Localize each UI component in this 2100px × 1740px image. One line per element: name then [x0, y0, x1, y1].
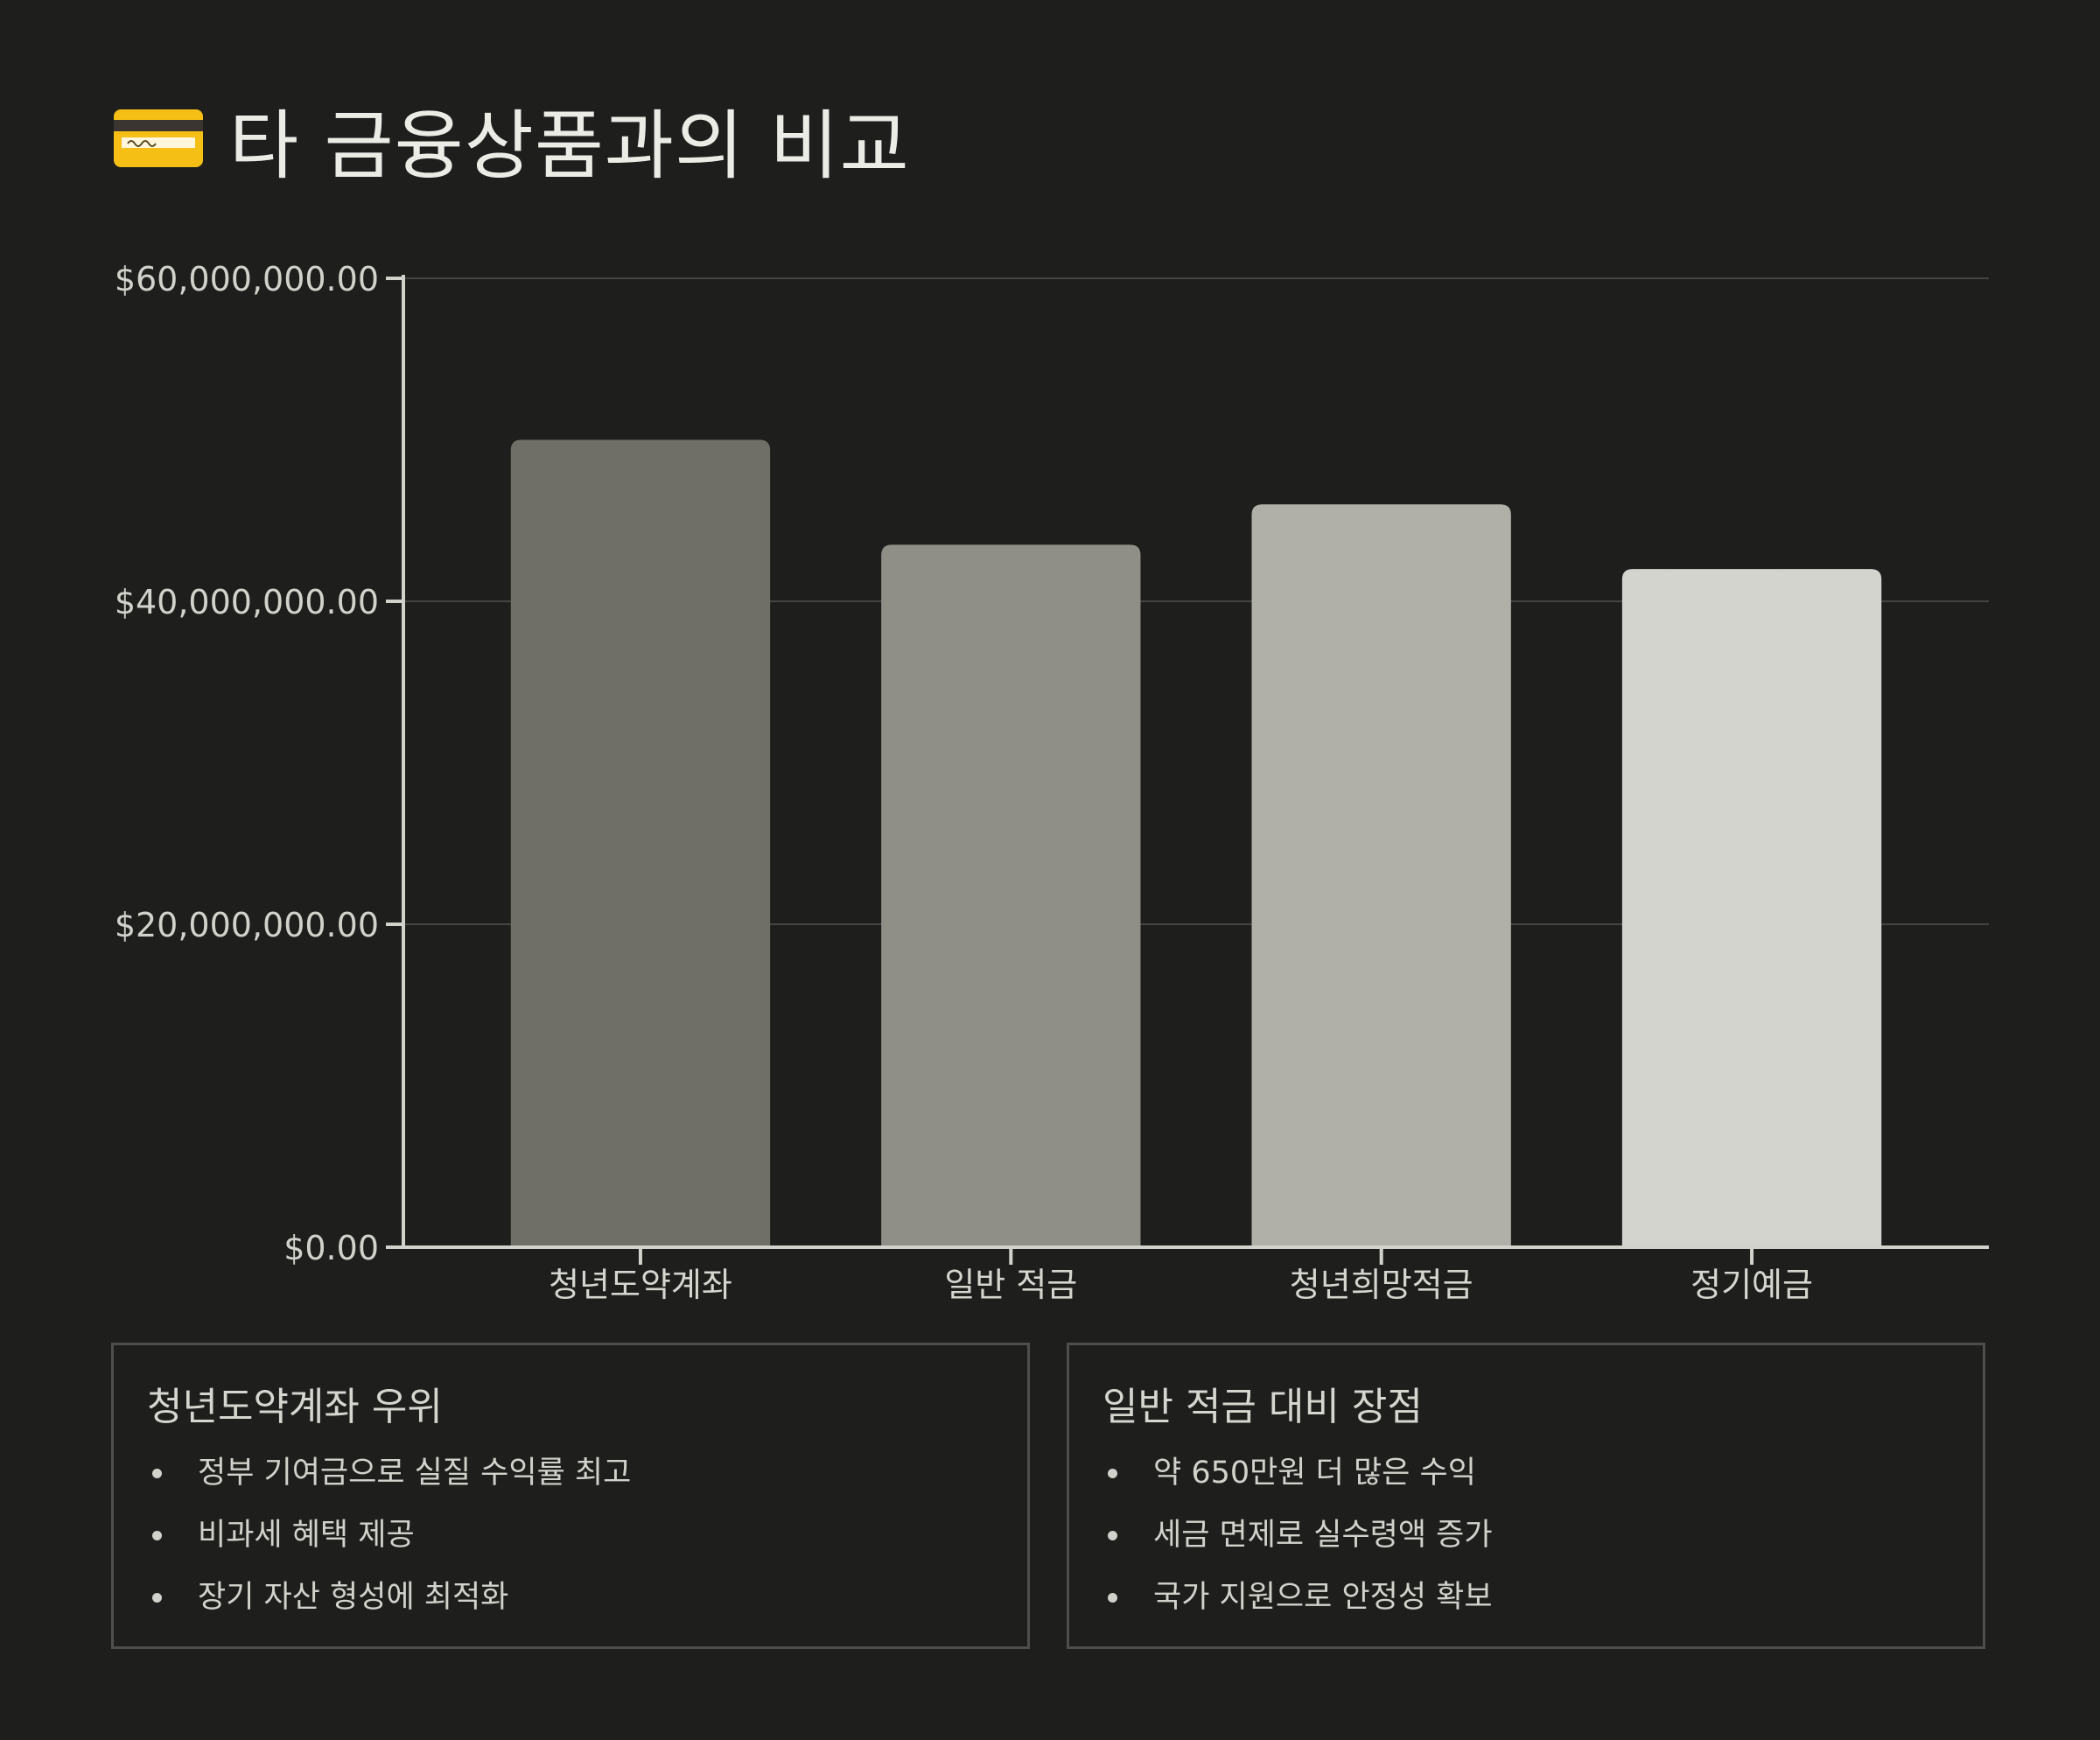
list-item: 비과세 혜택 제공	[147, 1509, 994, 1571]
bullet-list: 정부 기여금으로 실질 수익률 최고 비과세 혜택 제공 장기 자산 형성에 최…	[147, 1447, 994, 1633]
x-tick-label: 정기예금	[1690, 1266, 1813, 1304]
bar	[1621, 569, 1882, 1247]
title-row: 타 금융상품과의 비교	[114, 86, 910, 191]
bullet-icon	[1108, 1593, 1117, 1603]
bullet-icon	[1108, 1531, 1117, 1540]
x-tick-label: 일반 적금	[944, 1266, 1077, 1304]
list-item: 국가 지원으로 안정성 확보	[1102, 1571, 1950, 1633]
credit-card-icon	[114, 109, 203, 167]
list-item: 장기 자산 형성에 최적화	[147, 1571, 994, 1633]
list-item-text: 정부 기여금으로 실질 수익률 최고	[198, 1456, 632, 1491]
list-item-text: 국가 지원으로 안정성 확보	[1153, 1580, 1493, 1615]
x-tick-label: 청년희망적금	[1290, 1266, 1474, 1304]
list-item: 약 650만원 더 많은 수익	[1102, 1447, 1950, 1509]
bullet-icon	[1108, 1469, 1117, 1478]
bar	[510, 439, 771, 1247]
bars	[510, 439, 1882, 1247]
list-item: 세금 면제로 실수령액 증가	[1102, 1509, 1950, 1571]
panel-title: 일반 적금 대비 장점	[1102, 1385, 1423, 1429]
bar	[881, 544, 1141, 1247]
y-tick-label: $60,000,000.00	[115, 260, 379, 298]
bullet-icon	[152, 1531, 162, 1540]
bullet-icon	[152, 1469, 162, 1478]
y-tick-label: $40,000,000.00	[115, 583, 379, 621]
page-title: 타 금융상품과의 비교	[229, 102, 910, 190]
list-item-text: 비과세 혜택 제공	[198, 1518, 415, 1553]
bar	[1251, 504, 1511, 1247]
axis-labels: $0.00 $20,000,000.00 $40,000,000.00 $60,000…	[115, 260, 1813, 1304]
list-item: 정부 기여금으로 실질 수익률 최고	[147, 1447, 994, 1509]
bullet-list: 약 650만원 더 많은 수익 세금 면제로 실수령액 증가 국가 지원으로 안…	[1102, 1447, 1950, 1633]
y-tick-label: $0.00	[284, 1229, 379, 1267]
list-item-text: 약 650만원 더 많은 수익	[1153, 1456, 1476, 1491]
list-item-text: 세금 면제로 실수령액 증가	[1153, 1518, 1493, 1553]
x-tick-label: 청년도약계좌	[549, 1266, 732, 1304]
y-tick-label: $20,000,000.00	[115, 906, 379, 944]
panel-advantage-left: 청년도약계좌 우위 정부 기여금으로 실질 수익률 최고 비과세 혜택 제공 장…	[111, 1343, 1030, 1649]
list-item-text: 장기 자산 형성에 최적화	[198, 1580, 509, 1615]
bar-chart: $0.00 $20,000,000.00 $40,000,000.00 $60,000…	[115, 260, 1989, 1304]
bullet-icon	[152, 1593, 162, 1603]
axes	[386, 275, 1989, 1265]
panel-advantage-right: 일반 적금 대비 장점 약 650만원 더 많은 수익 세금 면제로 실수령액 …	[1067, 1343, 1985, 1649]
panel-title: 청년도약계좌 우위	[147, 1385, 443, 1429]
